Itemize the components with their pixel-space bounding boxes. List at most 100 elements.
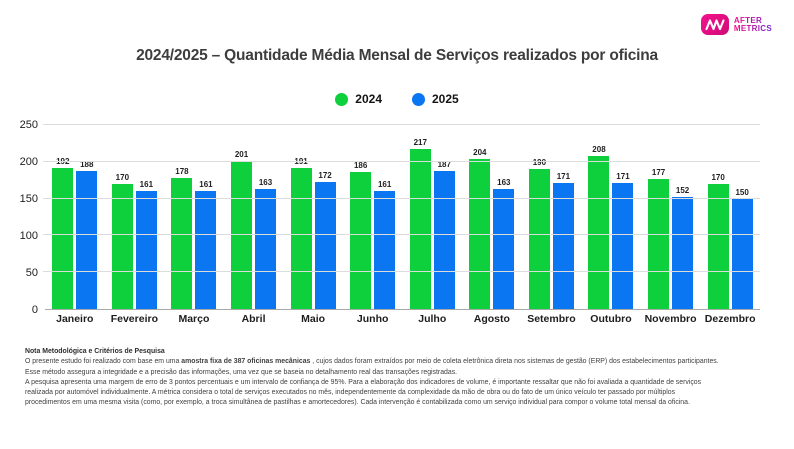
aftermetrics-m-icon: [700, 14, 729, 35]
bar-2025-março: [195, 190, 217, 309]
bar-2025-dezembro: [731, 198, 753, 309]
bar-2024-março: [171, 178, 193, 309]
bar-2025-junho: [374, 190, 396, 309]
legend-dot-2025: [412, 92, 425, 106]
legend-label-2025: 2025: [432, 92, 459, 106]
bar-wrap-2025-março: 161: [195, 125, 217, 309]
x-label-maio: Maio: [301, 313, 326, 325]
bar-wrap-2025-setembro: 171: [552, 125, 574, 309]
x-axis-labels: Janeiro Fevereiro Março Abril Maio Junho Julho…: [45, 313, 760, 325]
methodology-line-1-bold: amostra fixa de 387 oficinas mecânicas: [181, 358, 311, 366]
bar-wrap-2024-março: 178: [171, 125, 193, 309]
bar-value-2024-outubro: 208: [592, 144, 606, 154]
bar-value-2025-setembro: 171: [556, 172, 571, 182]
bar-2025-janeiro: [76, 170, 98, 309]
gridline-200: [43, 160, 760, 162]
bar-wrap-2024-janeiro: 192: [52, 125, 74, 309]
bar-value-2024-novembro: 177: [651, 167, 666, 177]
y-tick-100: 100: [19, 230, 38, 242]
bar-wrap-2025-outubro: 171: [612, 125, 634, 309]
bar-wrap-2025-julho: 187: [433, 125, 455, 309]
legend-label-2024: 2024: [355, 92, 382, 106]
methodology-heading: Nota Metodológica e Critérios de Pesquis…: [25, 348, 165, 355]
bar-group-julho: 217 187: [402, 125, 462, 309]
legend-item-2024: 2024: [335, 92, 382, 106]
bar-2024-novembro: [648, 178, 670, 309]
bar-2024-setembro: [528, 169, 550, 309]
bar-wrap-2024-setembro: 190: [528, 125, 550, 309]
bar-wrap-2025-maio: 172: [314, 125, 336, 309]
bar-value-2025-outubro: 171: [616, 172, 630, 182]
bar-value-2025-abril: 163: [258, 178, 273, 188]
bar-wrap-2025-junho: 161: [374, 125, 396, 309]
x-label-janeiro: Janeiro: [56, 313, 94, 325]
bar-2024-julho: [409, 149, 431, 309]
bar-wrap-2024-maio: 191: [290, 125, 312, 309]
bar-wrap-2024-dezembro: 170: [707, 125, 729, 309]
legend-dot-2024: [335, 92, 349, 106]
y-tick-250: 250: [19, 119, 38, 131]
x-label-novembro: Novembro: [644, 313, 697, 325]
bar-2024-junho: [350, 172, 372, 309]
bar-value-2025-novembro: 152: [675, 186, 690, 196]
bar-value-2025-dezembro: 150: [735, 187, 749, 197]
bar-value-2024-julho: 217: [413, 138, 427, 148]
bar-group-março: 178 161: [164, 125, 224, 309]
bar-group-junho: 186 161: [343, 125, 403, 309]
bar-wrap-2025-novembro: 152: [672, 125, 694, 309]
bar-group-novembro: 177 152: [641, 125, 701, 309]
bar-wrap-2025-fevereiro: 161: [135, 125, 157, 309]
x-label-março: Março: [178, 313, 210, 325]
bar-2024-dezembro: [707, 183, 729, 309]
bar-2025-novembro: [672, 197, 694, 309]
bar-value-2024-abril: 201: [234, 150, 249, 160]
bar-group-maio: 191 172: [283, 125, 343, 309]
methodology-line-2: Esse método assegura a integridade e a p…: [25, 368, 458, 376]
bar-group-agosto: 204 163: [462, 125, 522, 309]
bar-2025-julho: [433, 171, 455, 309]
bar-wrap-2025-abril: 163: [255, 125, 277, 309]
aftermetrics-logo: AFTER METRICS: [700, 14, 772, 35]
bar-wrap-2025-dezembro: 150: [731, 125, 753, 309]
legend-item-2025: 2025: [412, 92, 459, 106]
bar-2024-fevereiro: [111, 183, 133, 309]
bar-group-janeiro: 192 188: [45, 125, 105, 309]
logo-wordmark: AFTER METRICS: [734, 16, 772, 33]
methodology-line-1: O presente estudo foi realizado com base…: [25, 357, 787, 367]
bar-2025-setembro: [552, 183, 574, 309]
y-axis-labels: 0 50 100 150 200 250: [2, 119, 38, 316]
bar-wrap-2024-outubro: 208: [588, 125, 610, 309]
bar-2024-janeiro: [52, 167, 74, 309]
y-tick-50: 50: [25, 267, 38, 279]
m-waveform-icon: [705, 19, 725, 31]
bar-wrap-2024-fevereiro: 170: [111, 125, 133, 309]
x-label-abril: Abril: [241, 313, 266, 325]
methodology-line-3: A pesquisa apresenta uma margem de erro …: [25, 378, 702, 386]
x-label-julho: Julho: [418, 313, 447, 325]
bar-wrap-2024-agosto: 204: [469, 125, 491, 309]
y-tick-150: 150: [19, 193, 38, 205]
bar-group-dezembro: 170 150: [700, 125, 760, 309]
bar-value-2025-junho: 161: [377, 179, 392, 189]
bar-value-2024-agosto: 204: [473, 147, 487, 157]
bar-wrap-2024-abril: 201: [231, 125, 253, 309]
bar-group-setembro: 190 171: [522, 125, 582, 309]
methodology-line-4: realizada por automóvel individualmente.…: [25, 389, 676, 397]
plot-area: 192 188 170 161 178 161 201 163 191 172 186 161 217 1…: [43, 124, 760, 310]
bar-2025-agosto: [493, 189, 515, 309]
bar-2025-outubro: [612, 183, 634, 309]
x-label-junho: Junho: [356, 313, 389, 325]
bar-wrap-2025-janeiro: 188: [76, 125, 98, 309]
methodology-line-1-prefix: O presente estudo foi realizado com base…: [25, 358, 182, 366]
bar-2025-fevereiro: [135, 190, 157, 309]
gridline-50: [43, 271, 760, 273]
bar-value-2024-março: 178: [175, 167, 189, 176]
bar-group-outubro: 208 171: [581, 125, 641, 309]
bar-value-2024-dezembro: 170: [711, 172, 725, 182]
bar-value-2025-março: 161: [199, 179, 213, 189]
bar-groups: 192 188 170 161 178 161 201 163 191 172 186 161 217 1…: [45, 125, 760, 309]
bar-group-abril: 201 163: [224, 125, 284, 309]
bar-value-2025-maio: 172: [318, 171, 332, 181]
bar-wrap-2025-agosto: 163: [493, 125, 515, 309]
